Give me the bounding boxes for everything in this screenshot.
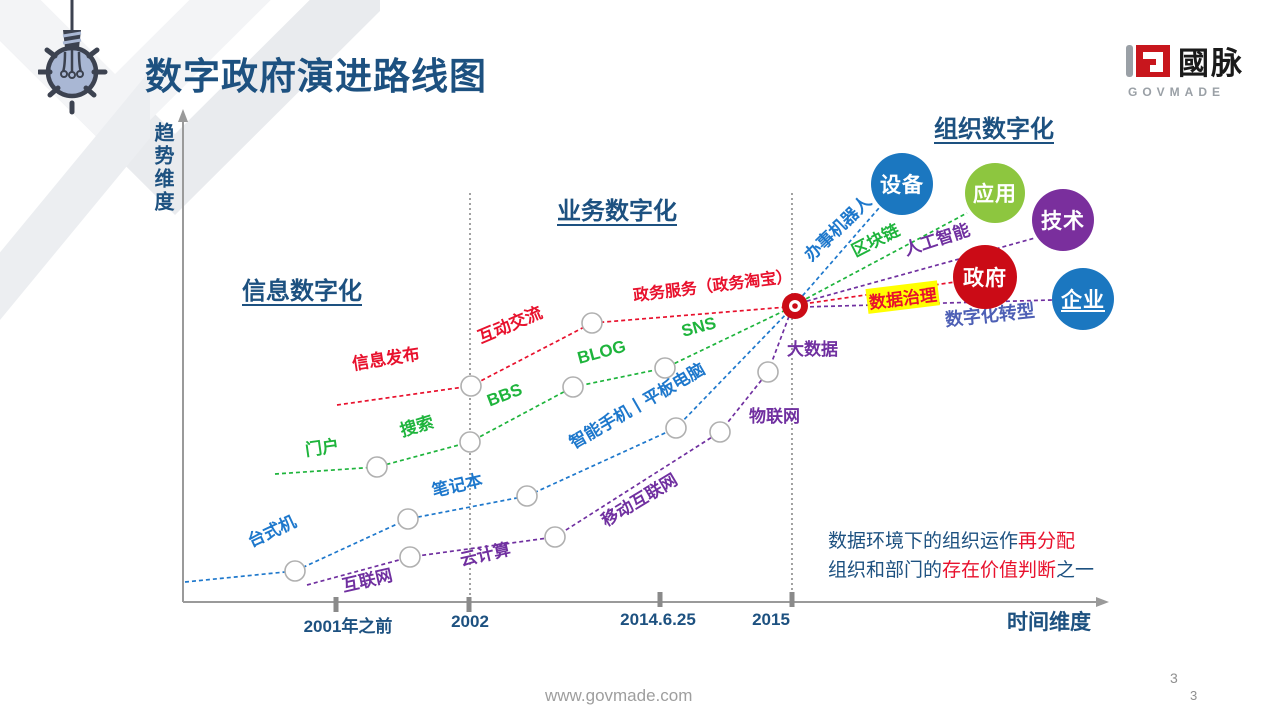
ray-label-data-governance: 数据治理 (865, 280, 940, 314)
brand-logo: 國脉 GOVMADE (1126, 38, 1266, 99)
milestone-label-laptop: 笔记本 (430, 470, 485, 501)
endpoint-bubble-device: 设备 (871, 153, 933, 215)
x-axis-label: 时间维度 (1007, 611, 1091, 634)
convergence-node (782, 293, 808, 319)
endpoint-bubble-application: 应用 (965, 163, 1025, 223)
milestone-label-bigdata: 大数据 (787, 340, 838, 359)
milestone-label-portal: 门户 (303, 436, 341, 460)
endpoint-bubble-enterprise: 企业 (1052, 268, 1114, 330)
milestone-label-mobile-internet: 移动互联网 (598, 470, 681, 531)
milestone-label-interaction: 互动交流 (475, 303, 546, 348)
milestone-label-search: 搜索 (397, 412, 436, 441)
milestone-label-cloud: 云计算 (458, 539, 513, 570)
milestone-label-smartphone-tablet: 智能手机丨平板电脑 (566, 359, 709, 453)
tick-label-2002: 2002 (451, 612, 489, 631)
page-number-shadow: 3 (1190, 688, 1198, 703)
phase-label-information: 信息数字化 (242, 278, 362, 305)
y-axis-label: 趋势维度 (151, 122, 173, 214)
page-number: 3 (1170, 670, 1178, 686)
tick-label-2015: 2015 (752, 610, 790, 629)
brand-name-en: GOVMADE (1128, 85, 1226, 99)
milestone-label-blog: BLOG (575, 336, 628, 368)
milestone-label-info-publish: 信息发布 (350, 344, 421, 374)
milestone-label-bbs: BBS (484, 379, 525, 411)
endpoint-bubble-government: 政府 (953, 245, 1017, 309)
milestone-label-iot: 物联网 (749, 407, 800, 426)
annotation: 数据环境下的组织运作再分配 组织和部门的存在价值判断之一 (828, 531, 1095, 581)
lightbulb-icon (38, 0, 108, 115)
brand-name-cn: 國脉 (1178, 46, 1244, 81)
milestone-label-desktop: 台式机 (244, 512, 300, 551)
milestone-label-internet: 互联网 (340, 565, 395, 596)
footer-url: www.govmade.com (545, 686, 693, 705)
brand-mark-icon (1126, 44, 1170, 77)
phase-label-organization: 组织数字化 (934, 116, 1054, 143)
milestone-label-sns: SNS (679, 313, 719, 341)
tick-label-2014: 2014.6.25 (620, 610, 696, 629)
phase-label-business: 业务数字化 (557, 198, 677, 225)
milestone-label-gov-service: 政务服务（政务淘宝） (632, 268, 794, 305)
endpoint-bubble-technology: 技术 (1032, 189, 1094, 251)
page-title: 数字政府演进路线图 (145, 56, 487, 97)
tick-label-2001: 2001年之前 (303, 617, 393, 636)
